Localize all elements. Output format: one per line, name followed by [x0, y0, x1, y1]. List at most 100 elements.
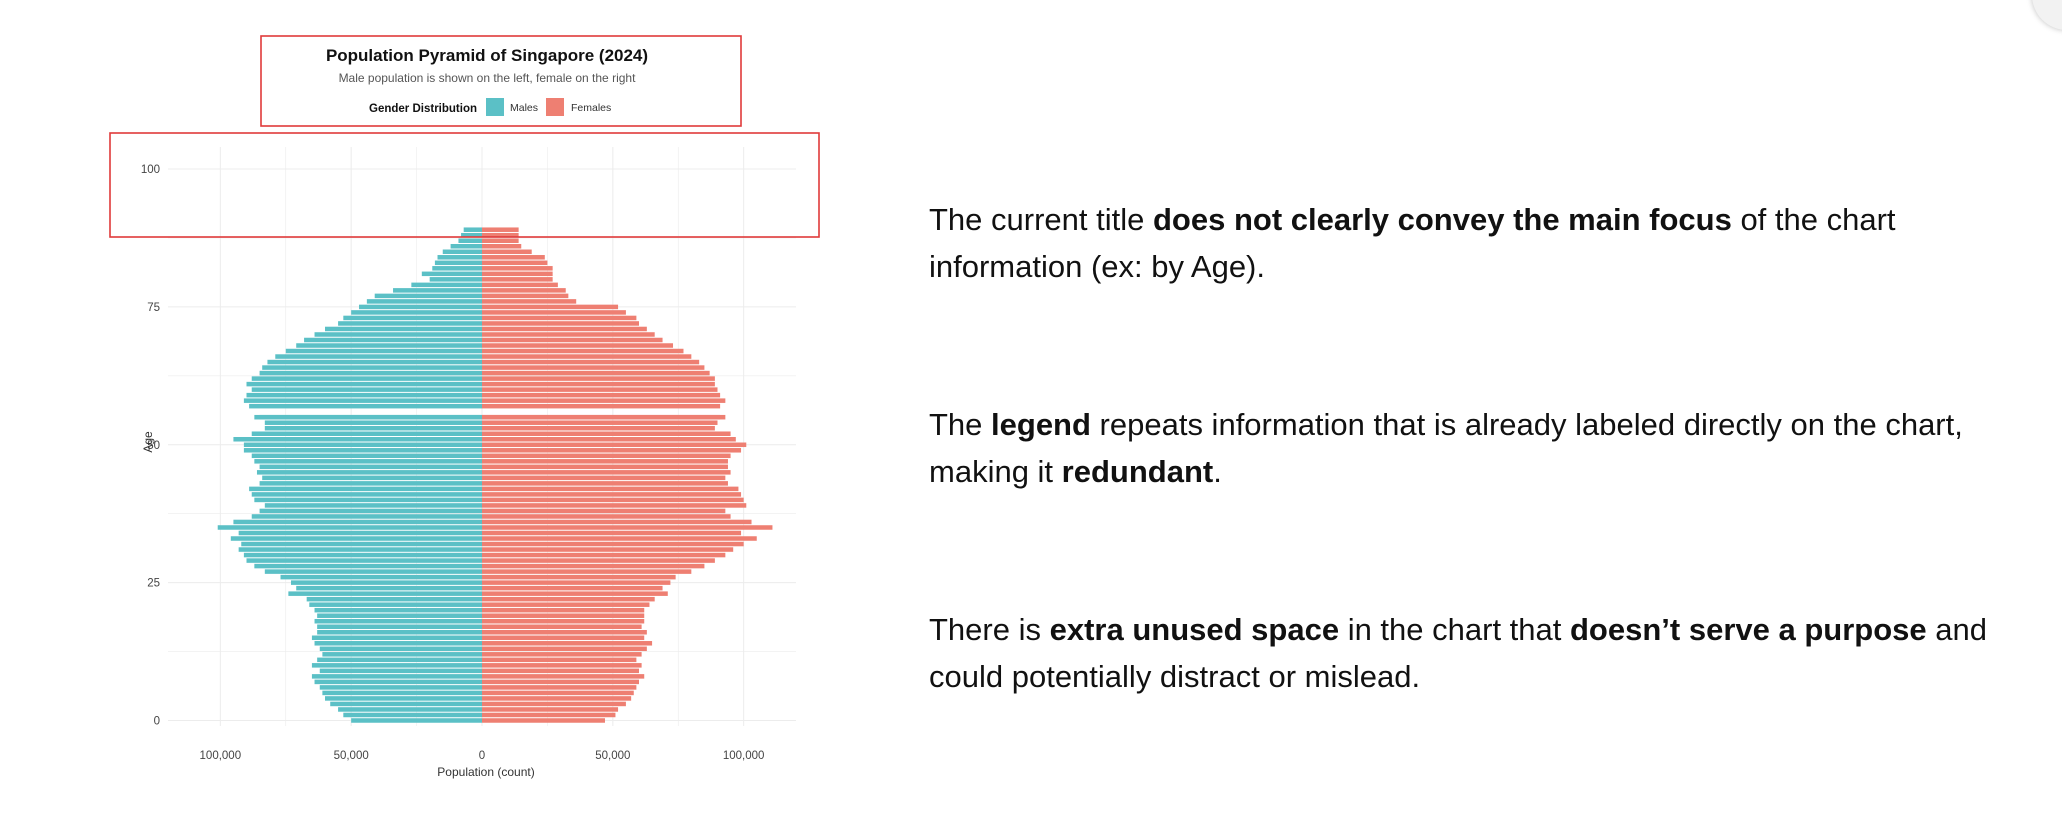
bar-male	[246, 392, 482, 398]
bar-female	[482, 541, 744, 547]
bar-male	[437, 255, 482, 260]
bar-female	[482, 629, 647, 635]
bar-female	[482, 420, 718, 425]
bar-female	[482, 519, 752, 525]
bar-female	[482, 266, 553, 271]
bar-female	[482, 414, 726, 420]
bar-male	[458, 238, 482, 244]
bar-male	[262, 475, 482, 481]
y-axis-ticks: 0 25 50 75 100	[141, 164, 160, 727]
bar-male	[217, 525, 482, 530]
bar-male	[285, 348, 482, 354]
bar-female	[482, 580, 671, 585]
bar-male	[314, 679, 482, 685]
bar-female	[482, 492, 742, 497]
bar-male	[319, 685, 482, 690]
bar-male	[434, 260, 482, 266]
bar-male	[374, 293, 482, 299]
callout-text: The current title	[929, 202, 1153, 237]
bar-male	[280, 574, 482, 580]
bar-female	[482, 679, 639, 685]
bar-female	[482, 227, 519, 232]
bar-male	[249, 403, 482, 409]
callout-text: in the chart that	[1339, 612, 1570, 647]
bar-female	[482, 370, 710, 376]
bar-female	[482, 337, 663, 343]
bar-female	[482, 387, 718, 392]
chart-title: Population Pyramid of Singapore (2024)	[326, 46, 648, 65]
x-tick-label: 50,000	[595, 750, 630, 762]
bar-female	[482, 436, 736, 442]
bar-male	[254, 414, 482, 420]
bar-female	[482, 304, 619, 310]
bar-female	[482, 563, 705, 569]
bar-male	[314, 618, 482, 624]
bar-female	[482, 354, 692, 359]
bar-male	[296, 343, 482, 348]
bar-male	[461, 232, 482, 238]
bar-male	[411, 282, 482, 288]
bar-male	[243, 442, 482, 448]
bar-male	[311, 635, 482, 641]
bar-female	[482, 591, 668, 596]
bar-female	[482, 690, 634, 696]
bar-female	[482, 497, 744, 503]
bar-male	[351, 310, 482, 315]
bar-female	[482, 613, 645, 618]
y-tick-label: 25	[147, 578, 160, 590]
bar-female	[482, 602, 650, 607]
bar-female	[482, 674, 645, 679]
x-tick-label: 100,000	[200, 750, 242, 762]
bar-male	[251, 492, 482, 497]
bar-male	[338, 321, 482, 326]
bar-male	[325, 696, 482, 701]
bar-female	[482, 310, 626, 315]
bar-male	[304, 337, 482, 343]
bar-male	[317, 624, 482, 630]
legend-swatch-males	[486, 98, 504, 116]
bar-male	[322, 690, 482, 696]
x-axis-ticks: 100,000 50,000 0 50,000 100,000	[200, 750, 765, 762]
chart-bars	[217, 227, 773, 723]
bar-female	[482, 381, 715, 387]
bar-male	[325, 326, 482, 332]
bar-female	[482, 668, 639, 674]
bar-female	[482, 249, 532, 255]
bar-female	[482, 271, 553, 277]
bar-male	[330, 701, 482, 707]
y-axis-label: Age	[141, 431, 155, 453]
page-corner-decoration	[2032, 0, 2062, 30]
bar-male	[432, 266, 482, 271]
chart-subtitle: Male population is shown on the left, fe…	[339, 71, 637, 85]
callout-text: repeats information that is already labe…	[929, 407, 1963, 489]
callout-text: The	[929, 407, 992, 442]
y-tick-label: 100	[141, 164, 160, 176]
bar-female	[482, 618, 645, 624]
bar-female	[482, 712, 616, 718]
bar-female	[482, 525, 773, 530]
bar-male	[393, 288, 482, 293]
bar-male	[275, 354, 482, 359]
bar-male	[311, 663, 482, 668]
callout-text: .	[1213, 454, 1222, 489]
bar-female	[482, 442, 747, 448]
callout-emphasis: doesn’t serve a purpose	[1570, 612, 1927, 647]
callout-emphasis: legend	[991, 407, 1091, 442]
callout-text: and could potentially distract or mislea…	[929, 612, 1987, 694]
bar-female	[482, 718, 605, 723]
bar-female	[482, 646, 647, 652]
bar-female	[482, 607, 645, 613]
legend-label-males: Males	[510, 102, 538, 114]
bar-male	[264, 503, 482, 508]
bar-male	[463, 227, 482, 232]
bar-male	[366, 299, 482, 304]
bar-female	[482, 701, 626, 707]
callout-text: of the chart information (ex: by Age).	[929, 202, 1896, 284]
bar-male	[246, 381, 482, 387]
bar-female	[482, 332, 655, 337]
legend-swatch-females	[546, 98, 564, 116]
bar-male	[264, 569, 482, 574]
bar-female	[482, 707, 619, 712]
bar-female	[482, 293, 569, 299]
bar-male	[259, 370, 482, 376]
